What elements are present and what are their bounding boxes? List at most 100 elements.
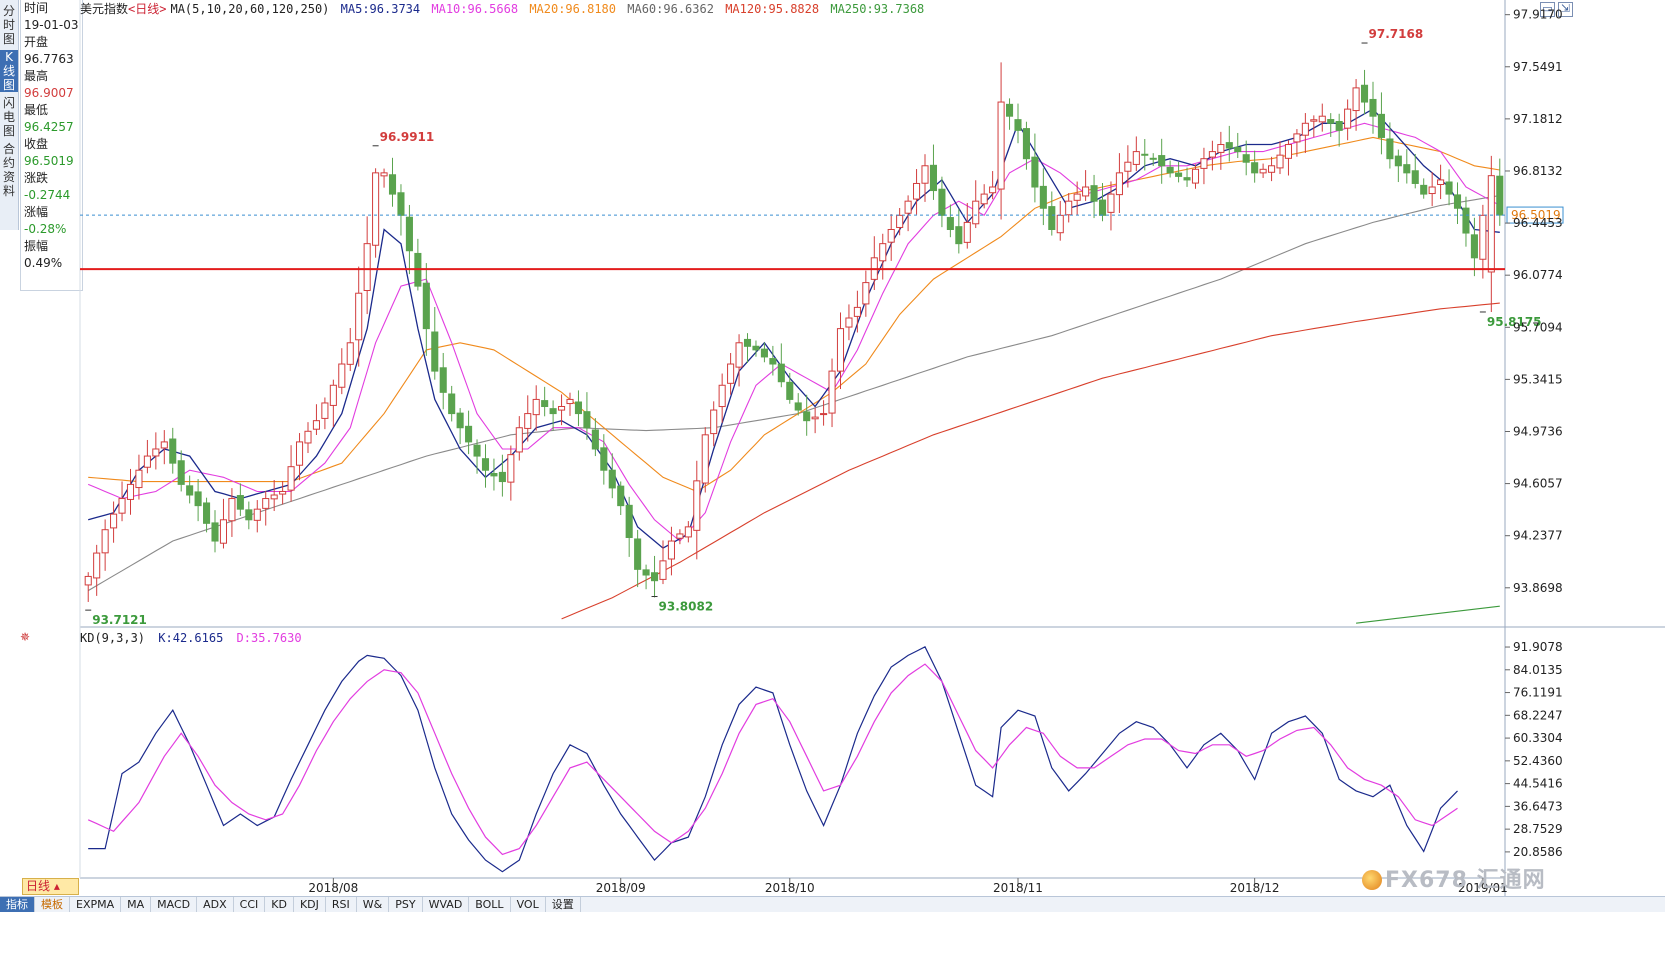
bottom-tab-15[interactable]: 设置 (546, 897, 581, 912)
candle (1453, 182, 1462, 225)
candle-body (1377, 113, 1385, 138)
candle-body (904, 200, 912, 214)
candle-body (769, 358, 777, 365)
price-tick-label: 94.6057 (1513, 477, 1563, 491)
bottom-tab-9[interactable]: RSI (326, 897, 357, 912)
bottom-tab-2[interactable]: EXPMA (70, 897, 122, 912)
candle-body (820, 413, 828, 416)
candle-body (1056, 214, 1064, 234)
candle-body (118, 498, 126, 514)
candle-body (684, 526, 692, 538)
candle-body (355, 292, 363, 341)
candle-body (980, 193, 988, 205)
candle (710, 401, 718, 447)
candle-body (1158, 155, 1166, 167)
candle (363, 216, 371, 315)
bottom-tab-12[interactable]: WVAD (423, 897, 470, 912)
tab-kline[interactable]: K线图 (0, 50, 18, 92)
candle-body (1394, 155, 1402, 167)
restore-icon[interactable]: ▭ (1540, 2, 1555, 17)
candle-body (1208, 151, 1216, 158)
candle-body (219, 519, 228, 544)
tab-contract-info[interactable]: 合约资料 (2, 142, 15, 198)
extreme-label: 97.7168 (1369, 27, 1424, 41)
bottom-tab-5[interactable]: ADX (197, 897, 234, 912)
tab-flash[interactable]: 闪电图 (2, 96, 15, 138)
candle-body (490, 473, 498, 477)
chart-canvas[interactable]: 96.5019 96.9911 93.7121 93.8082 97.7168 95.81… (0, 0, 1665, 896)
candle-body (591, 429, 599, 450)
candle-body (701, 434, 709, 484)
candle (1487, 155, 1495, 312)
candle (972, 180, 980, 229)
candle-body (1496, 175, 1504, 216)
candle-body (667, 540, 675, 560)
open-value: 96.7763 (24, 52, 74, 66)
indicator-settings-icon[interactable]: ✵ (20, 630, 31, 644)
extreme-label: 93.8082 (659, 600, 714, 614)
bottom-tab-7[interactable]: KD (265, 897, 294, 912)
kd-tick-label: 44.5416 (1513, 777, 1563, 791)
candle (1200, 147, 1208, 185)
candle (143, 439, 151, 474)
bottom-tab-14[interactable]: VOL (511, 897, 546, 912)
candle-body (574, 401, 583, 415)
tab-timeshare[interactable]: 分时图 (2, 4, 15, 46)
bottom-tab-3[interactable]: MA (121, 897, 152, 912)
candle (101, 519, 109, 571)
candle-body (1141, 153, 1149, 156)
price-tick-label: 97.1812 (1513, 112, 1563, 126)
price-tick-label: 96.4453 (1513, 216, 1563, 230)
candle (549, 400, 557, 431)
candle-body (1310, 119, 1318, 122)
candle-body (1073, 193, 1081, 201)
bottom-tab-13[interactable]: BOLL (469, 897, 511, 912)
price-tick-label: 97.9170 (1513, 8, 1563, 22)
bottom-tab-11[interactable]: PSY (389, 897, 423, 912)
bottom-tab-10[interactable]: W& (357, 897, 390, 912)
chart-title-bar: 美元指数<日线> MA(5,10,20,60,120,250) MA5:96.37… (80, 0, 928, 18)
bottom-tab-0[interactable]: 指标 (0, 897, 35, 912)
candle-body (363, 243, 371, 291)
candle (1141, 139, 1149, 171)
candle (1124, 145, 1132, 188)
candle (1437, 164, 1445, 200)
candle-body (169, 438, 177, 464)
candle (828, 358, 836, 428)
candle-body (1259, 168, 1267, 174)
bottom-tab-6[interactable]: CCI (234, 897, 266, 912)
candle (1166, 160, 1174, 178)
candle (1445, 169, 1453, 206)
candle-body (1268, 165, 1276, 173)
ma-indicator-label: MA(5,10,20,60,120,250) (170, 2, 330, 16)
candle (1470, 217, 1478, 277)
bottom-tab-4[interactable]: MACD (151, 897, 198, 912)
candle-body (1386, 138, 1394, 160)
candle (524, 395, 532, 442)
candle-body (338, 363, 346, 388)
candle (1360, 69, 1369, 115)
fx678-logo: FX678 汇通网 (1362, 862, 1546, 894)
candle-body (532, 398, 540, 416)
candle (1344, 99, 1352, 141)
bottom-tab-1[interactable]: 模板 (35, 897, 70, 912)
candle (1335, 113, 1343, 147)
candle (803, 394, 811, 436)
candle (1149, 153, 1157, 166)
candle (397, 184, 405, 236)
period-selector[interactable]: 日线 ▴ (22, 878, 79, 895)
logo-ball-icon (1362, 870, 1382, 890)
candle-body (963, 221, 971, 243)
period-label: <日线> (128, 2, 167, 16)
candle-body (312, 420, 320, 430)
kd-indicator-label: KD(9,3,3) (80, 631, 146, 645)
candle (811, 407, 819, 434)
candle-body (465, 425, 473, 443)
candle (177, 450, 185, 492)
bottom-tab-8[interactable]: KDJ (294, 897, 326, 912)
expand-icon[interactable]: ⇲ (1558, 2, 1573, 17)
price-tick-label: 96.0774 (1513, 268, 1563, 282)
candle (380, 168, 388, 188)
candle-body (887, 228, 895, 243)
candle (1420, 178, 1428, 199)
